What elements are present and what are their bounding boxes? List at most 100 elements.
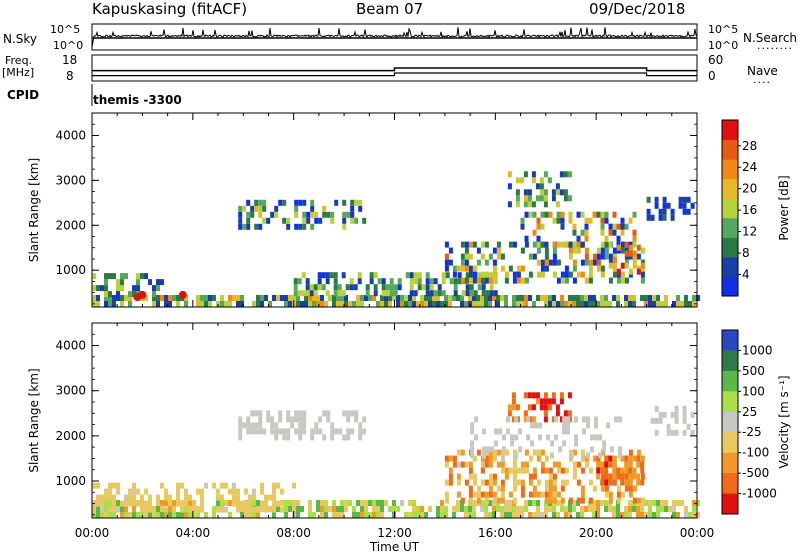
velocity-cell (504, 473, 509, 480)
velocity-cell (342, 410, 347, 417)
power-cell (624, 247, 629, 254)
velocity-cell (632, 485, 637, 492)
power-cell (524, 211, 529, 218)
power-cell (457, 272, 462, 279)
velocity-cell (456, 461, 461, 468)
velocity-cell (188, 506, 192, 512)
velocity-cell (358, 428, 363, 435)
velocity-cells (92, 392, 700, 518)
velocity-colorbar-frame (721, 329, 739, 515)
velocity-cell (484, 479, 489, 486)
power-cell (527, 189, 532, 196)
velocity-cell (350, 428, 355, 435)
velocity-cell (640, 455, 645, 462)
velocity-cell (200, 500, 204, 507)
power-cell (132, 291, 136, 298)
power-cell (500, 253, 505, 260)
velocity-cell (132, 488, 136, 495)
velocity-cell (232, 488, 236, 495)
power-cell (362, 217, 367, 224)
power-cell (312, 301, 316, 307)
velocity-cell (236, 488, 240, 495)
velocity-ylabel: Slant Range [km] (27, 368, 41, 472)
power-cell (576, 301, 580, 307)
power-cell (520, 295, 524, 301)
velocity-cell (352, 512, 356, 518)
power-cell (96, 295, 100, 301)
velocity-cell (270, 416, 275, 423)
velocity-cell (666, 429, 671, 436)
velocity-cell (598, 452, 603, 459)
power-cell (648, 301, 652, 307)
power-cell (425, 284, 430, 291)
velocity-cell (144, 512, 148, 518)
velocity-cell (284, 512, 288, 518)
velocity-cell (440, 506, 444, 512)
power-cell (640, 259, 645, 266)
velocity-cell (232, 482, 236, 489)
velocity-cell (551, 416, 556, 423)
velocity-cell (568, 497, 573, 504)
velocity-colorbar-segment (722, 330, 738, 351)
power-cell (305, 290, 310, 297)
power-cell (325, 272, 330, 279)
velocity-cell (238, 416, 243, 423)
power-cell (640, 247, 645, 254)
velocity-cell (362, 428, 367, 435)
power-cell (568, 301, 572, 307)
velocity-cell (636, 506, 640, 512)
power-cell (515, 189, 520, 196)
velocity-cell (488, 455, 493, 462)
velocity-cell (538, 422, 543, 429)
power-cell (608, 259, 613, 266)
velocity-cell (346, 428, 351, 435)
velocity-cell (294, 416, 299, 423)
velocity-cell (476, 491, 481, 498)
velocity-cell (636, 449, 641, 456)
velocity-cell (436, 512, 440, 518)
velocity-cell (284, 500, 288, 506)
velocity-cell (526, 434, 531, 441)
velocity-cell (640, 461, 645, 468)
velocity-cell (472, 506, 476, 512)
velocity-cell (510, 440, 515, 447)
velocity-cell (488, 449, 493, 456)
power-cell (333, 272, 338, 279)
velocity-cell (468, 467, 473, 474)
power-cell (333, 278, 338, 285)
velocity-cell (320, 500, 324, 506)
velocity-cell (452, 506, 456, 512)
power-cell (242, 205, 247, 212)
y-tick-label: 2000 (55, 218, 86, 232)
power-cell (536, 295, 540, 301)
velocity-cell (318, 428, 323, 435)
power-cell (489, 284, 494, 291)
velocity-cell (364, 500, 368, 506)
velocity-cell (100, 506, 104, 513)
power-cell (489, 290, 494, 297)
power-cell (472, 241, 477, 248)
velocity-cell (572, 461, 577, 468)
velocity-cell (332, 512, 336, 518)
velocity-cell (544, 497, 549, 504)
freq-left-tick-bottom: 8 (66, 69, 74, 83)
velocity-cell (104, 506, 108, 512)
velocity-cell (515, 404, 520, 411)
velocity-cell (480, 461, 485, 468)
power-cell (572, 241, 577, 248)
power-cell (460, 253, 465, 260)
power-cell (646, 196, 651, 203)
velocity-cell (276, 506, 280, 512)
velocity-cell (528, 479, 533, 486)
power-cell (448, 295, 452, 301)
velocity-cell (516, 467, 521, 474)
velocity-cell (498, 428, 503, 435)
velocity-cell (180, 482, 184, 489)
power-cell (436, 295, 440, 301)
power-colorbar-segment (722, 217, 738, 238)
power-cell (580, 295, 584, 301)
velocity-cell (448, 467, 453, 474)
velocity-cell (554, 416, 559, 423)
velocity-cell (620, 467, 625, 474)
velocity-cell (536, 449, 541, 456)
